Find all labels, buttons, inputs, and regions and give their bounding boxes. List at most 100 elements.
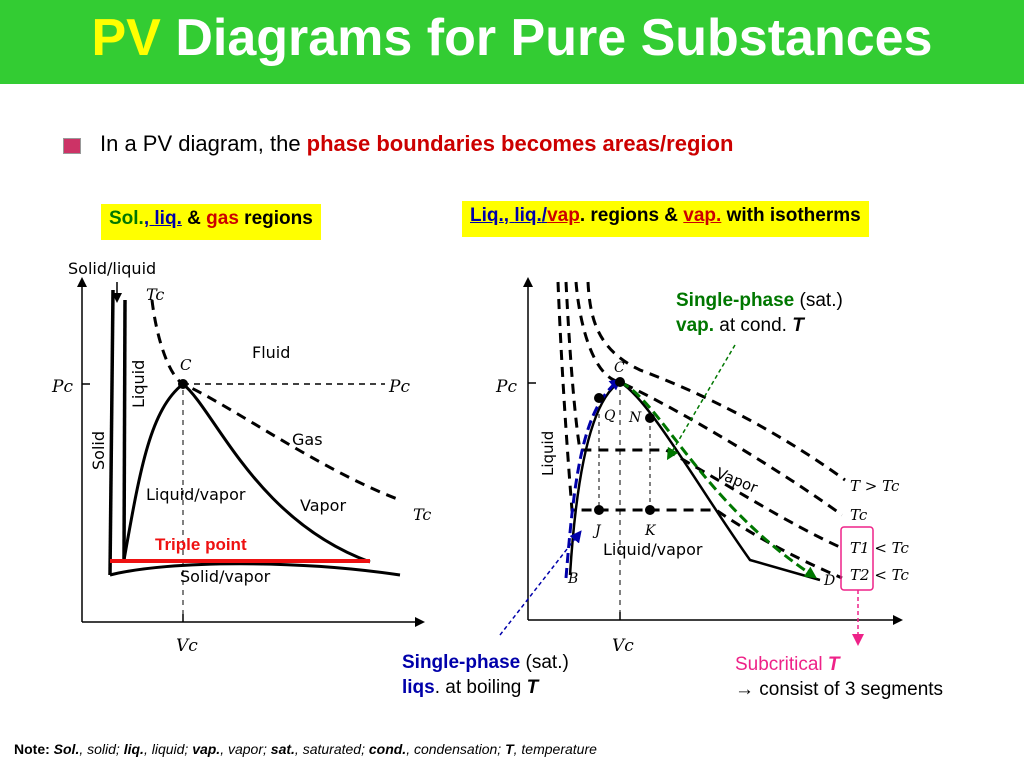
n-point [645,413,655,423]
label-t1: T1 < Tc [850,539,909,557]
isotherm-t2 [556,281,843,580]
label-fluid: Fluid [252,343,290,362]
annotation-vapor: Single-phase (sat.) vap. at cond. T [676,288,843,338]
note-sol: Sol. [53,741,80,757]
label-solid: Solid [89,431,108,470]
label-r-liquid: Liquid [539,431,557,476]
note-liq: liq. [123,741,144,757]
label-vapor: Vapor [300,496,346,515]
label-solid-liquid: Solid/liquid [68,259,156,278]
label-j: J [592,523,602,539]
bullet-highlight: phase boundaries becomes areas/region [306,131,734,156]
ann-vap-l2-t: T [792,315,804,336]
sat-liquid-curve [564,378,622,579]
tag-r-slash: / [541,205,548,226]
label-r-pc: Pc [495,377,517,397]
label-d: D [823,573,835,589]
ann-liq-l1-bold: Single-phase [402,652,521,673]
tag-r-vap2: vap. [683,205,722,226]
j-point [594,505,604,515]
slide-title: PV Diagrams for Pure Substances [0,8,1024,68]
left-critical-isotherm [150,299,401,502]
label-tc-top: Tc [146,285,164,304]
ann-liq-l1-rest: (sat.) [520,652,569,673]
note-sat-d: , saturated; [294,741,369,757]
label-gas: Gas [292,430,323,449]
left-diagram: Solid/liquid Tc Pc Pc C Fluid Liquid Sol… [51,259,431,656]
tag-comma: , [143,208,155,229]
tag-r-rest: with isotherms [721,205,861,226]
ann-liq-l2-bold: liqs [402,677,435,698]
ann-vap-l2-bold: vap. [676,315,715,336]
ann-vap-l1-rest: (sat.) [794,290,843,311]
sat-vapor-curve [619,380,817,579]
left-c-point [178,379,188,389]
vapor-annotation-arrow [666,344,736,461]
tag-r-liq: Liq. [470,205,504,226]
label-vc: Vc [176,636,198,656]
tag-amp: & [181,208,207,229]
label-t-gt-tc: T > Tc [850,477,900,495]
note-cond-d: , condensation; [406,741,506,757]
liquid-line [122,299,127,561]
label-r-vapor: Vapor [714,464,762,497]
note-vap-d: , vapor; [220,741,271,757]
note-t-d: , temperature [513,741,597,757]
label-r-liquid-vapor: Liquid/vapor [603,540,703,559]
title-bar [0,0,1024,84]
label-pc-right: Pc [388,377,410,397]
annotation-subcritical: Subcritical T → consist of 3 segments [735,652,943,702]
ann-sub-l1: Subcritical [735,654,828,675]
label-solid-vapor: Solid/vapor [180,567,271,586]
ann-vap-l2-mid: at cond. [714,315,793,336]
right-c-point [615,377,625,387]
label-r-vc: Vc [612,636,634,656]
annotation-liquid: Single-phase (sat.) liqs. at boiling T [402,650,569,700]
right-diagram: Pc C Q N Liquid Vapor J K Liquid/vapor B… [495,277,909,656]
ann-vap-l1-bold: Single-phase [676,290,795,311]
note-liq-d: , liquid; [143,741,193,757]
tag-rest: regions [238,208,313,229]
label-pc-axis: Pc [51,377,73,397]
isotherm-tc [574,281,843,517]
ann-sub-t: T [827,654,840,675]
title-rest: Diagrams for Pure Substances [175,9,933,67]
bullet-icon [63,138,81,154]
ann-sub-l2: → consist of 3 segments [735,679,944,700]
label-k: K [644,523,657,539]
note-cond: cond. [368,741,407,757]
label-r-c: C [614,360,625,376]
isotherm-t1 [564,281,843,550]
solid-line [108,289,115,576]
label-triple-point: Triple point [155,535,247,554]
title-pv: PV [91,9,161,67]
note-vap: vap. [192,741,221,757]
label-c: C [180,356,192,374]
label-b: B [567,571,578,587]
tag-r-mid: . regions & [579,205,684,226]
tag-r-comma: , [503,205,515,226]
bullet-prefix: In a PV diagram, the [100,131,307,156]
ann-liq-l2-t: T [526,677,539,698]
note-sat: sat. [270,741,295,757]
subcritical-bracket [840,526,874,591]
tag-right: Liq., liq./vap. regions & vap. with isot… [462,201,869,237]
ann-liq-l2-mid: . at boiling [434,677,527,698]
label-tc-right: Tc [413,505,431,524]
tag-r-liq2: liq. [514,205,542,226]
label-liquid: Liquid [129,360,148,408]
tag-gas: gas [206,208,239,229]
liquid-annotation-arrow [499,530,582,636]
label-q: Q [604,408,616,424]
tag-liq: liq. [154,208,182,229]
tag-r-vap: vap [547,205,580,226]
label-t2: T2 < Tc [850,566,909,584]
isotherm-t-gt-tc [586,281,846,482]
label-n: N [628,410,642,426]
note-label: Note: [14,741,54,757]
label-liquid-vapor: Liquid/vapor [146,485,246,504]
footnote: Note: Sol., solid; liq., liquid; vap., v… [14,741,597,757]
tag-left: Sol., liq. & gas regions [101,204,321,240]
note-sol-d: , solid; [79,741,124,757]
